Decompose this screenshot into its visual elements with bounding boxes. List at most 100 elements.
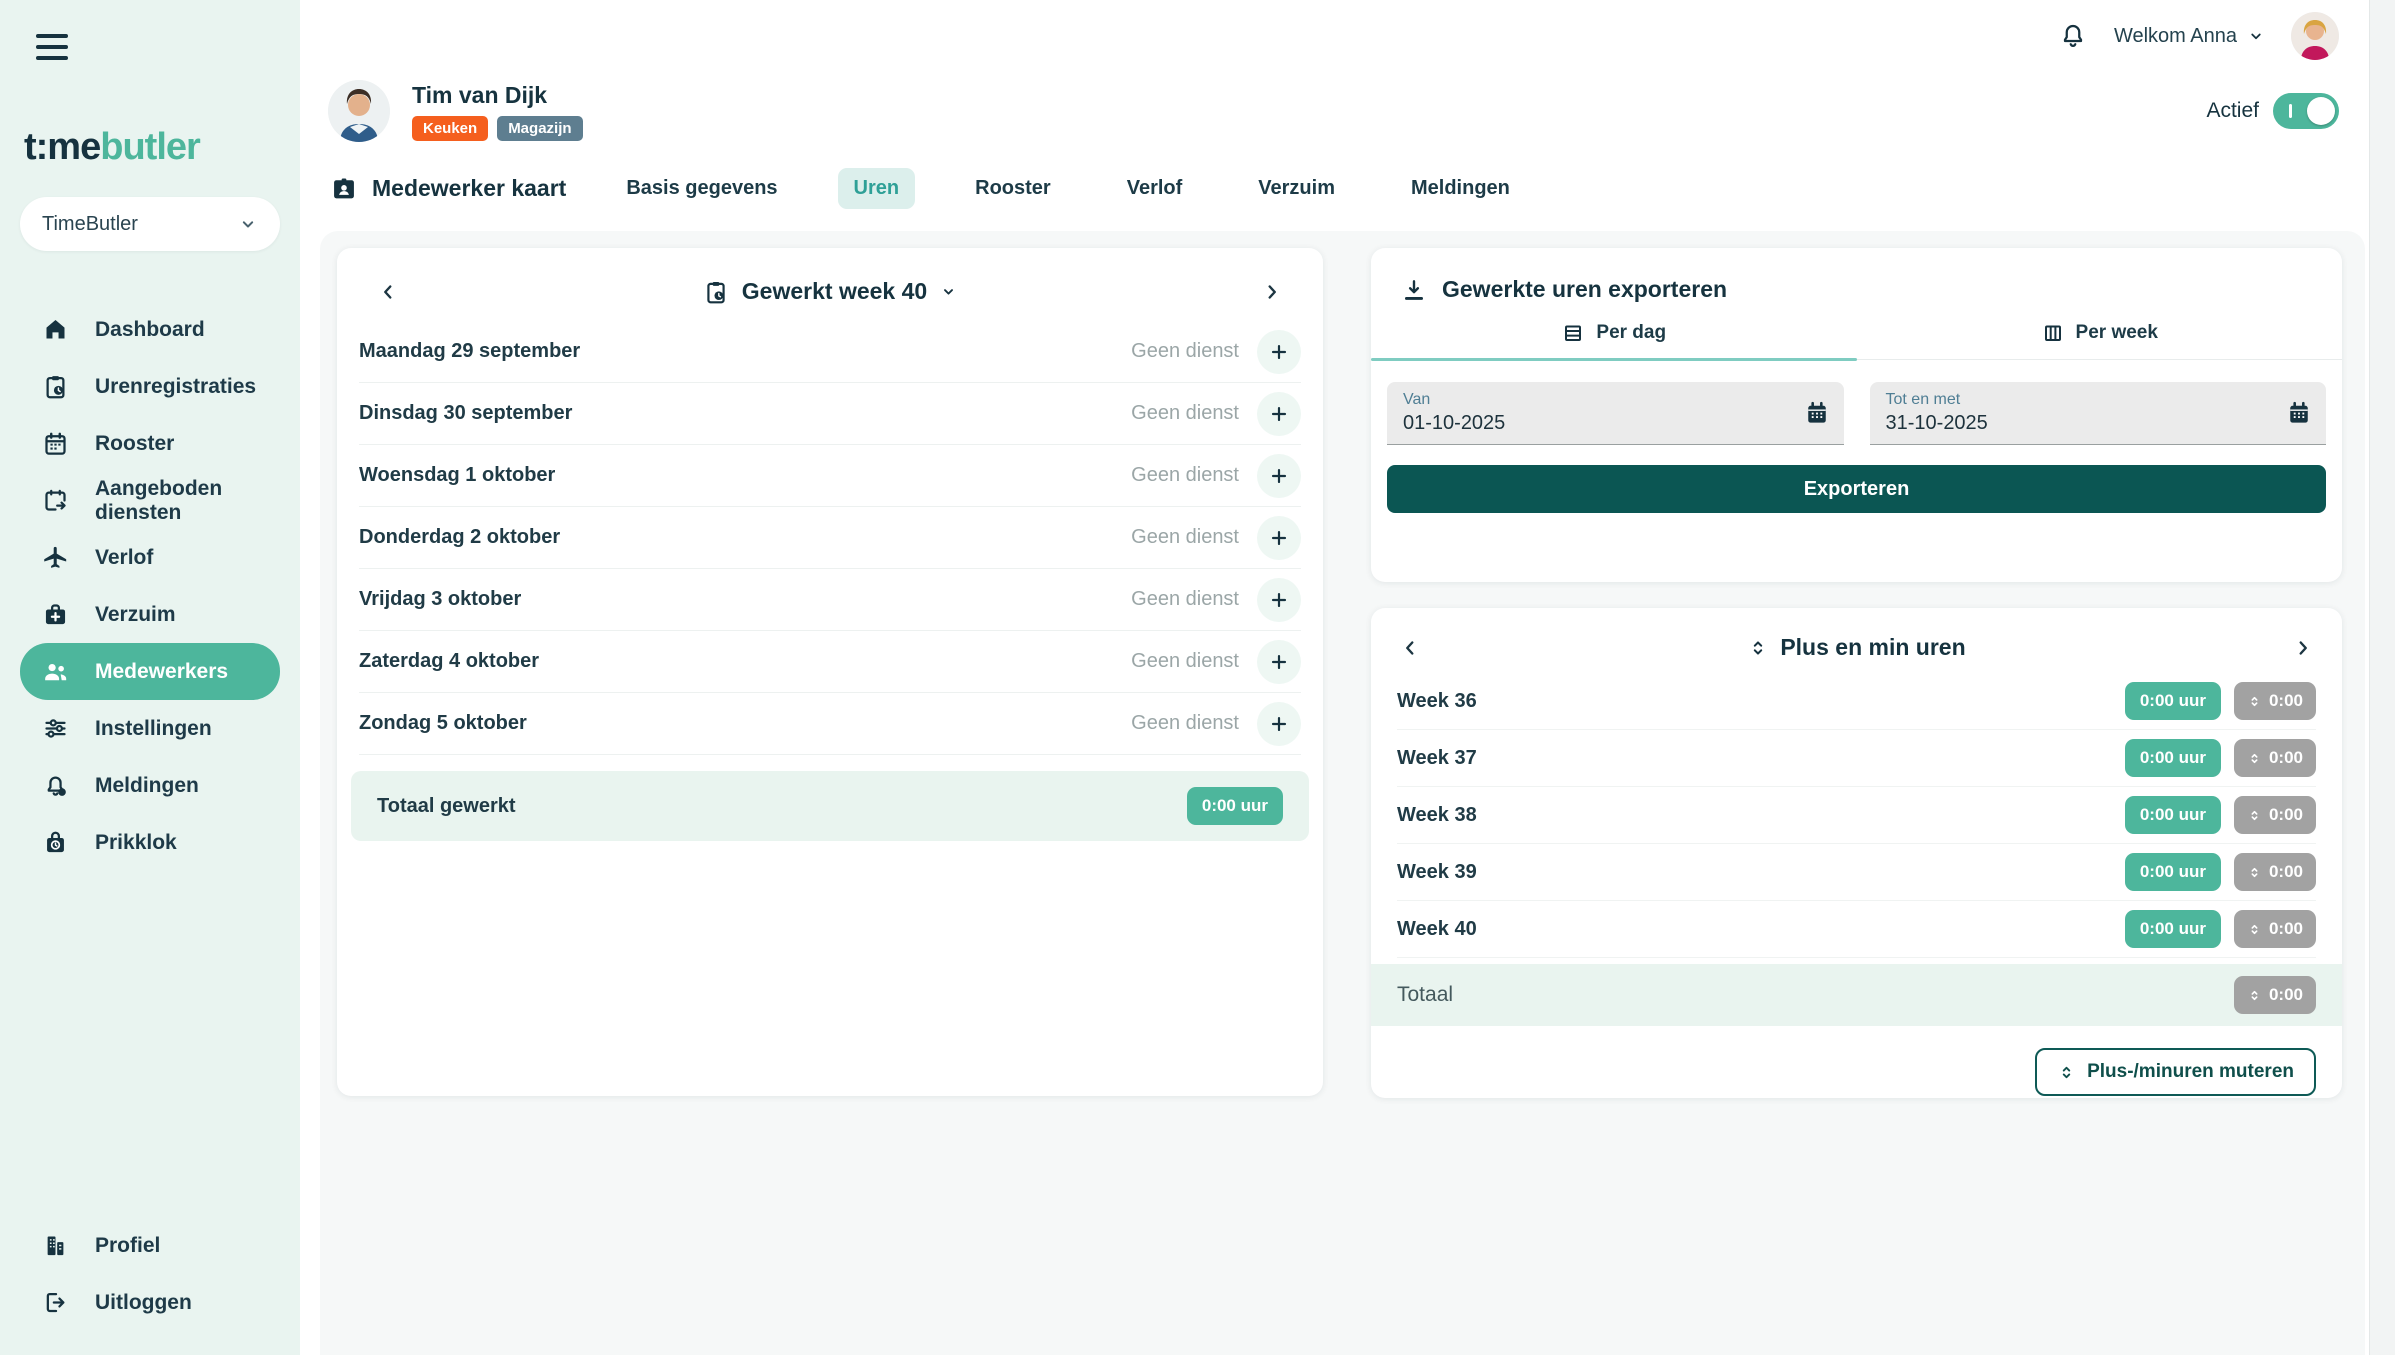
mutate-button-label: Plus-/minuren muteren — [2087, 1061, 2294, 1082]
hours-badge: 0:00 uur — [2124, 682, 2221, 720]
export-button[interactable]: Exporteren — [1387, 465, 2326, 513]
next-week-button[interactable] — [1261, 281, 1283, 303]
sidebar-item-label: Rooster — [95, 431, 175, 455]
logout-icon — [42, 1289, 69, 1316]
employee-name: Tim van Dijk — [412, 81, 548, 108]
delta-badge[interactable]: 0:00 — [2233, 796, 2316, 834]
hours-badge: 0:00 uur — [2124, 910, 2221, 948]
date-to-field[interactable]: Tot en met — [1869, 382, 2326, 445]
day-status: Geen dienst — [1131, 340, 1239, 362]
day-row: Maandag 29 september Geen dienst — [359, 321, 1301, 383]
notifications-bell-icon[interactable] — [2058, 21, 2088, 51]
plus-min-card: Plus en min uren Week 36 0:00 uur 0:00 — [1371, 608, 2342, 1098]
sidebar-item-verlof[interactable]: Verlof — [20, 529, 280, 586]
welcome-text: Welkom Anna — [2113, 24, 2237, 47]
export-hours-card: Gewerkte uren exporteren Per dag — [1371, 248, 2342, 582]
tab-per-week[interactable]: Per week — [1857, 321, 2343, 359]
week-row: Week 36 0:00 uur 0:00 — [1397, 673, 2316, 730]
tabs-title-label: Medewerker kaart — [372, 175, 567, 201]
sidebar-item-urenregistraties[interactable]: Urenregistraties — [20, 358, 280, 415]
right-column: Gewerkte uren exporteren Per dag — [1371, 248, 2342, 1098]
day-status: Geen dienst — [1131, 526, 1239, 548]
week-row: Week 40 0:00 uur 0:00 — [1397, 901, 2316, 958]
sidebar-item-medewerkers[interactable]: Medewerkers — [20, 643, 280, 700]
date-to-input[interactable] — [1885, 412, 2274, 435]
chevron-down-icon — [238, 214, 258, 234]
sidebar-item-label: Uitloggen — [95, 1290, 192, 1314]
employee-header: Tim van Dijk Keuken Magazijn Actief — [300, 72, 2395, 142]
date-from-label: Van — [1403, 391, 1431, 408]
sidebar-item-dashboard[interactable]: Dashboard — [20, 301, 280, 358]
tab-rooster[interactable]: Rooster — [975, 177, 1051, 199]
total-worked-row: Totaal gewerkt 0:00 uur — [351, 771, 1309, 841]
add-shift-button[interactable] — [1257, 453, 1301, 498]
active-toggle[interactable] — [2273, 93, 2339, 129]
chevron-down-icon — [940, 283, 957, 300]
week-selector[interactable]: Gewerkt week 40 — [399, 278, 1261, 305]
add-shift-button[interactable] — [1257, 577, 1301, 622]
add-shift-button[interactable] — [1257, 391, 1301, 436]
delta-badge[interactable]: 0:00 — [2233, 739, 2316, 777]
employee-avatar[interactable] — [328, 80, 390, 142]
hours-badge: 0:00 uur — [2124, 796, 2221, 834]
delta-badge[interactable]: 0:00 — [2233, 682, 2316, 720]
worked-week-header: Gewerkt week 40 — [337, 248, 1323, 321]
tag-badge: Keuken — [412, 115, 489, 141]
sidebar-item-profiel[interactable]: Profiel — [20, 1217, 280, 1274]
table-rows-icon — [1561, 321, 1585, 345]
plus-min-title: Plus en min uren — [1421, 634, 2292, 661]
export-date-fields: Van Tot en met — [1387, 382, 2326, 445]
day-label: Dinsdag 30 september — [359, 402, 573, 424]
mutate-plus-min-button[interactable]: Plus-/minuren muteren — [2035, 1048, 2316, 1096]
main-area: Welkom Anna Tim van Dijk Keuken Magazijn — [300, 0, 2395, 1355]
add-shift-button[interactable] — [1257, 515, 1301, 560]
tag-badge: Magazijn — [497, 115, 583, 141]
previous-period-button[interactable] — [1399, 637, 1421, 659]
user-menu[interactable]: Welkom Anna — [2114, 25, 2265, 48]
day-label: Donderdag 2 oktober — [359, 526, 561, 548]
tab-label: Per dag — [1596, 322, 1667, 343]
delta-badge[interactable]: 0:00 — [2233, 910, 2316, 948]
tab-verzuim[interactable]: Verzuim — [1258, 177, 1335, 199]
sidebar-item-instellingen[interactable]: Instellingen — [20, 700, 280, 757]
vertical-scrollbar[interactable] — [2369, 0, 2395, 1355]
sidebar-item-verzuim[interactable]: Verzuim — [20, 586, 280, 643]
hamburger-menu-icon[interactable] — [36, 34, 68, 60]
sidebar-item-uitloggen[interactable]: Uitloggen — [20, 1274, 280, 1331]
sidebar-item-prikklok[interactable]: Prikklok — [20, 814, 280, 871]
tab-uren[interactable]: Uren — [837, 168, 916, 209]
plus-min-total-row: Totaal 0:00 — [1371, 964, 2342, 1026]
organization-select-value: TimeButler — [42, 212, 138, 235]
sidebar-item-rooster[interactable]: Rooster — [20, 415, 280, 472]
hours-badge: 0:00 uur — [2124, 853, 2221, 891]
add-shift-button[interactable] — [1257, 701, 1301, 746]
sidebar-nav: Dashboard Urenregistraties Rooster Aange… — [0, 301, 300, 871]
sidebar-item-label: Medewerkers — [95, 659, 229, 683]
sidebar-item-aangeboden-diensten[interactable]: Aangeboden diensten — [20, 472, 280, 529]
tab-verlof[interactable]: Verlof — [1126, 177, 1183, 199]
employee-identity: Tim van Dijk Keuken Magazijn — [328, 80, 583, 142]
delta-value: 0:00 — [2268, 691, 2303, 710]
employee-name-block: Tim van Dijk Keuken Magazijn — [412, 82, 583, 141]
calendar-icon[interactable] — [2285, 399, 2313, 427]
week-row: Week 37 0:00 uur 0:00 — [1397, 730, 2316, 787]
add-shift-button[interactable] — [1257, 329, 1301, 374]
tab-basis-gegevens[interactable]: Basis gegevens — [626, 177, 778, 199]
sidebar-footer: Profiel Uitloggen — [0, 1217, 300, 1331]
tab-meldingen[interactable]: Meldingen — [1410, 177, 1510, 199]
organization-select[interactable]: TimeButler — [20, 197, 280, 251]
date-from-input[interactable] — [1403, 412, 1792, 435]
sidebar-item-label: Prikklok — [95, 830, 177, 854]
date-from-field[interactable]: Van — [1387, 382, 1844, 445]
calendar-icon[interactable] — [1803, 399, 1831, 427]
tab-per-dag[interactable]: Per dag — [1371, 321, 1857, 361]
user-avatar[interactable] — [2291, 12, 2339, 60]
total-delta-badge[interactable]: 0:00 — [2233, 976, 2316, 1014]
next-period-button[interactable] — [2292, 637, 2314, 659]
previous-week-button[interactable] — [377, 281, 399, 303]
employee-tags: Keuken Magazijn — [412, 115, 583, 141]
sidebar-item-meldingen[interactable]: Meldingen — [20, 757, 280, 814]
worked-week-card: Gewerkt week 40 Maandag 29 september Gee… — [337, 248, 1323, 1096]
add-shift-button[interactable] — [1257, 639, 1301, 684]
delta-badge[interactable]: 0:00 — [2233, 853, 2316, 891]
